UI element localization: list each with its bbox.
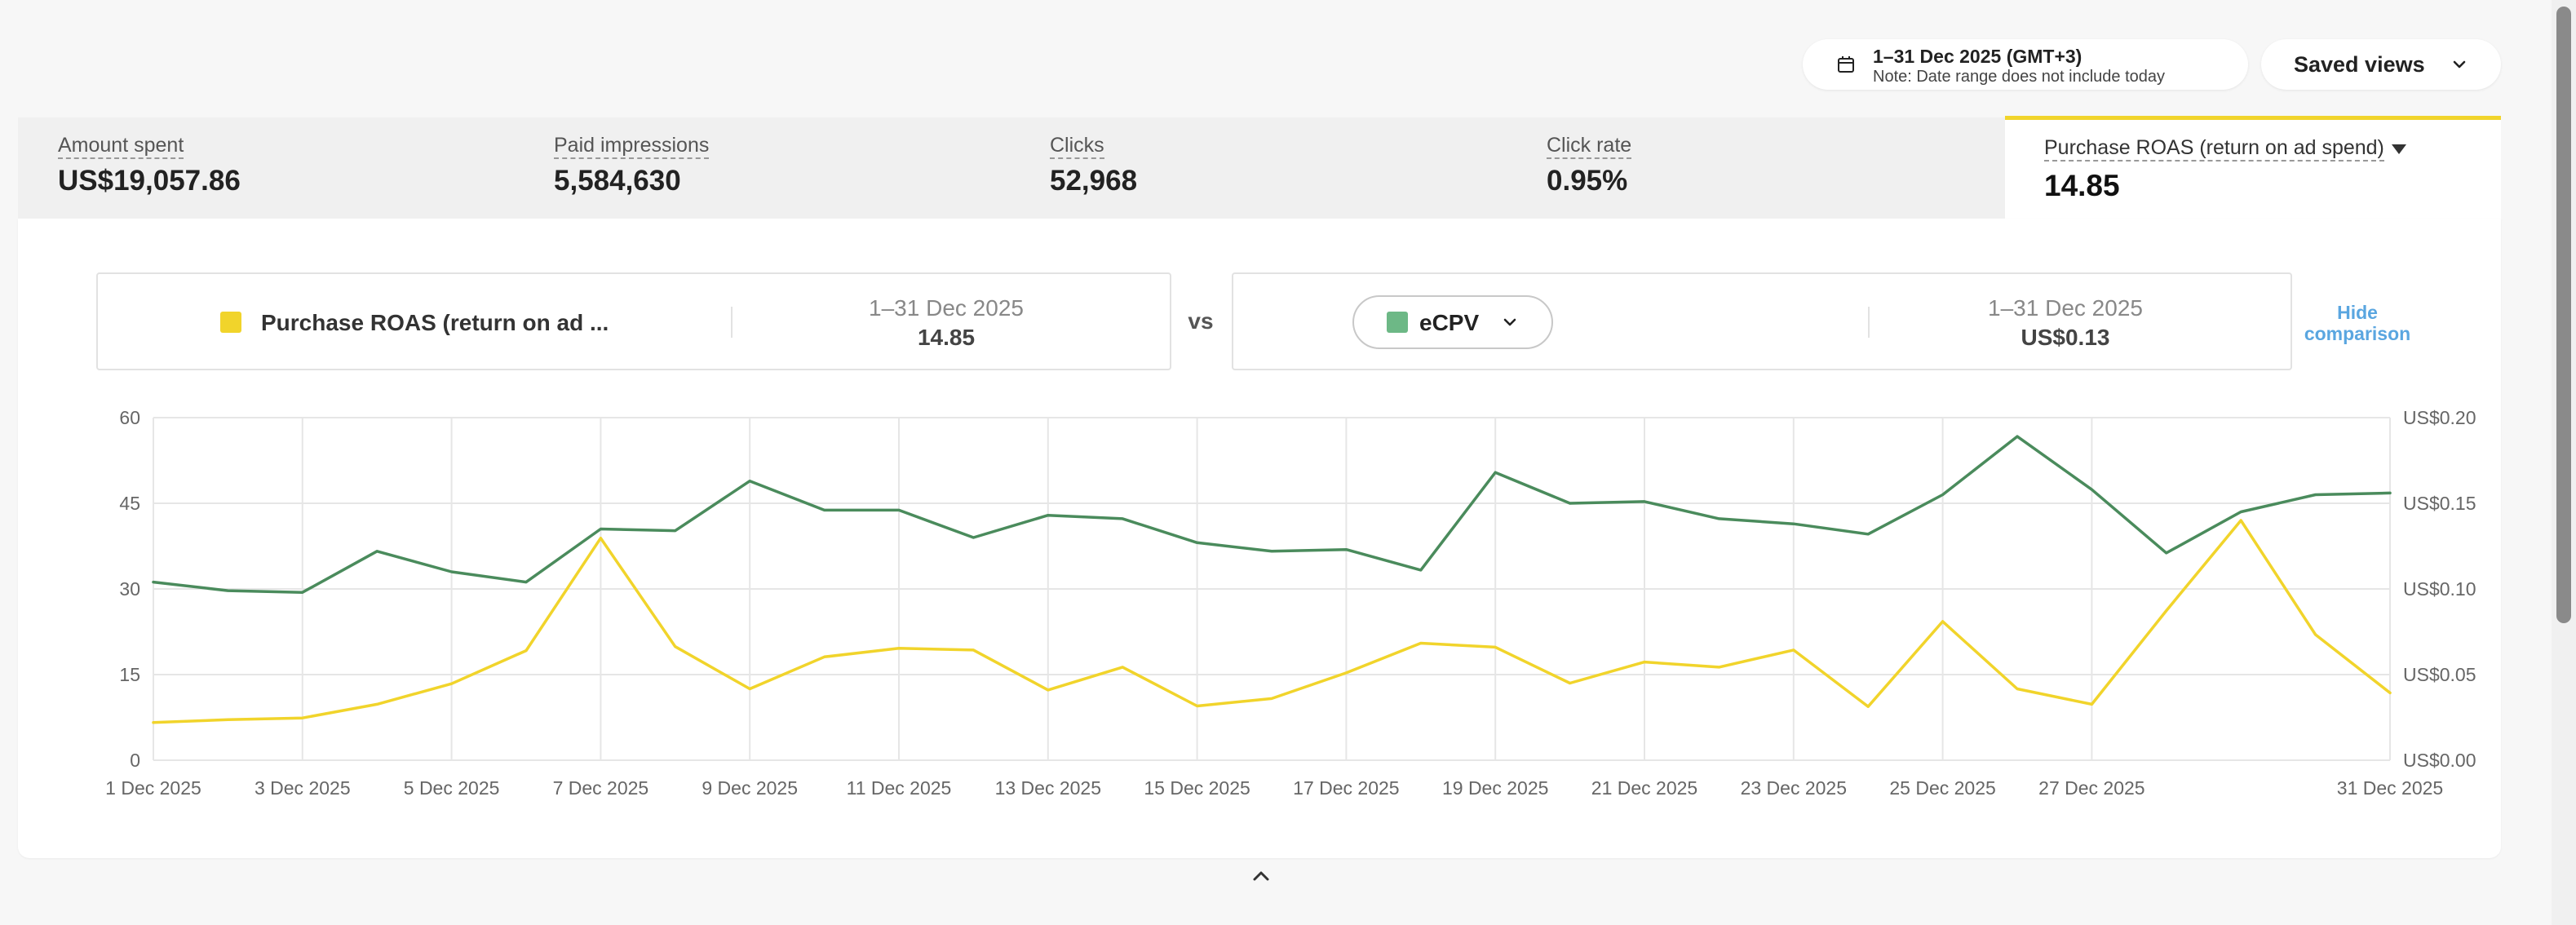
x-tick-label: 13 Dec 2025	[995, 777, 1101, 799]
y-left-tick-label: 0	[130, 750, 140, 771]
x-tick-label: 17 Dec 2025	[1293, 777, 1399, 799]
divider	[731, 307, 733, 338]
kpi-value: 52,968	[1050, 165, 1138, 197]
x-tick-label: 9 Dec 2025	[702, 777, 798, 799]
hide-comparison-line1: Hide	[2337, 302, 2378, 323]
kpi-value: US$19,057.86	[58, 165, 241, 197]
series-line-ecpv	[152, 435, 2392, 594]
chart-card: Purchase ROAS (return on ad ... 1–31 Dec…	[18, 219, 2501, 858]
kpi-label: Clicks	[1050, 134, 1104, 159]
kpi-label: Purchase ROAS (return on ad spend)	[2044, 136, 2384, 162]
kpi-label: Click rate	[1547, 134, 1632, 159]
x-tick-label: 19 Dec 2025	[1442, 777, 1548, 799]
kpi-strip: Amount spent US$19,057.86 Paid impressio…	[18, 117, 2005, 219]
kpi-value: 5,584,630	[554, 165, 681, 197]
line-chart: 0 US$0.00 15 US$0.05 30 US$0.10 45 US$0.15 60 US$…	[105, 407, 2476, 799]
y-right-tick-label: US$0.05	[2403, 664, 2476, 685]
chevron-down-icon	[2453, 60, 2466, 69]
chevron-down-icon	[1503, 318, 1516, 326]
comparison-metric-selector[interactable]: eCPV	[1352, 295, 1553, 349]
y-left-tick-label: 30	[119, 578, 140, 600]
date-range-text: 1–31 Dec 2025 (GMT+3)	[1873, 46, 2082, 67]
saved-views-button[interactable]: Saved views	[2261, 39, 2501, 90]
comparison-metric-name: eCPV	[1419, 310, 1480, 335]
y-left-tick-label: 45	[119, 493, 140, 514]
hide-comparison-link[interactable]: Hide comparison	[2294, 302, 2421, 344]
x-tick-label: 21 Dec 2025	[1591, 777, 1697, 799]
scrollbar-thumb[interactable]	[2556, 7, 2571, 623]
y-left-tick-label: 15	[119, 664, 140, 685]
kpi-label: Paid impressions	[554, 134, 710, 159]
kpi-value: 14.85	[2044, 169, 2120, 202]
kpi-purchase-roas[interactable]: Purchase ROAS (return on ad spend) 14.85	[2005, 116, 2501, 222]
x-tick-label: 7 Dec 2025	[553, 777, 649, 799]
kpi-label: Amount spent	[58, 134, 184, 159]
x-tick-label: 1 Dec 2025	[105, 777, 201, 799]
comparison-metric-value: US$0.13	[2021, 325, 2110, 350]
x-tick-label: 3 Dec 2025	[255, 777, 351, 799]
y-left-tick-label: 60	[119, 407, 140, 428]
comparison-metric-date: 1–31 Dec 2025	[1988, 295, 2143, 321]
x-tick-label: 5 Dec 2025	[404, 777, 500, 799]
x-tick-label: 23 Dec 2025	[1741, 777, 1847, 799]
y-right-tick-label: US$0.15	[2403, 493, 2476, 514]
calendar-icon	[1838, 56, 1854, 73]
x-tick-label: 25 Dec 2025	[1889, 777, 1995, 799]
y-right-tick-label: US$0.00	[2403, 750, 2476, 771]
kpi-value: 0.95%	[1547, 165, 1628, 197]
divider	[1868, 307, 1870, 338]
x-tick-label: 11 Dec 2025	[847, 777, 952, 799]
comparison-metric-swatch	[1387, 312, 1408, 333]
vs-label: vs	[1188, 308, 1214, 334]
date-range-picker[interactable]: 1–31 Dec 2025 (GMT+3) Note: Date range d…	[1803, 39, 2248, 90]
comparison-metric-box: eCPV 1–31 Dec 2025 US$0.13	[1232, 272, 2292, 370]
x-tick-label: 31 Dec 2025	[2337, 777, 2443, 799]
saved-views-label: Saved views	[2294, 52, 2425, 77]
primary-metric-name: Purchase ROAS (return on ad ...	[261, 310, 609, 335]
hide-comparison-line2: comparison	[2304, 323, 2411, 344]
primary-metric-box: Purchase ROAS (return on ad ... 1–31 Dec…	[96, 272, 1171, 370]
series-line-purchase-roas	[152, 519, 2392, 724]
x-tick-label: 27 Dec 2025	[2038, 777, 2144, 799]
primary-metric-value: 14.85	[917, 325, 976, 350]
date-range-note: Note: Date range does not include today	[1873, 68, 2166, 86]
primary-metric-date: 1–31 Dec 2025	[869, 295, 1024, 321]
y-right-tick-label: US$0.10	[2403, 578, 2476, 600]
primary-metric-swatch	[220, 312, 241, 333]
y-right-tick-label: US$0.20	[2403, 407, 2476, 428]
x-tick-label: 15 Dec 2025	[1144, 777, 1250, 799]
caret-down-icon[interactable]	[2392, 144, 2406, 154]
collapse-chevron-up-icon[interactable]	[1245, 863, 1277, 887]
